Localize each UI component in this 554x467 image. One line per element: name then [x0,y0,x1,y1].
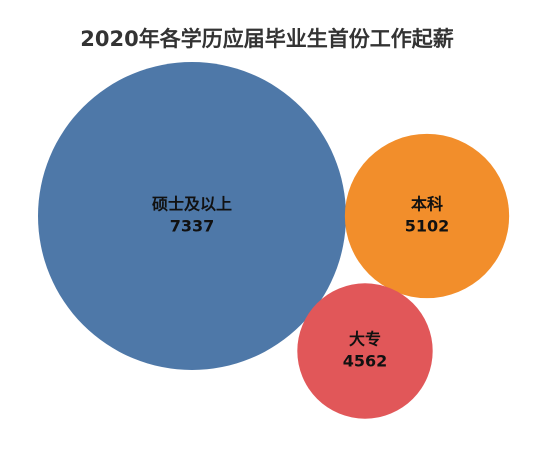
bubble [344,133,510,299]
bubble [297,283,433,419]
bubble-value: 7337 [170,217,215,236]
bubble-label: 本科 [411,195,443,214]
chart-title: 2020年各学历应届毕业生首份工作起薪 [80,27,453,51]
bubble-label: 大专 [349,330,381,349]
bubble-label: 硕士及以上 [152,195,232,214]
bubble-value: 5102 [405,217,450,236]
bubble-value: 4562 [343,352,388,371]
bubble [38,62,346,370]
